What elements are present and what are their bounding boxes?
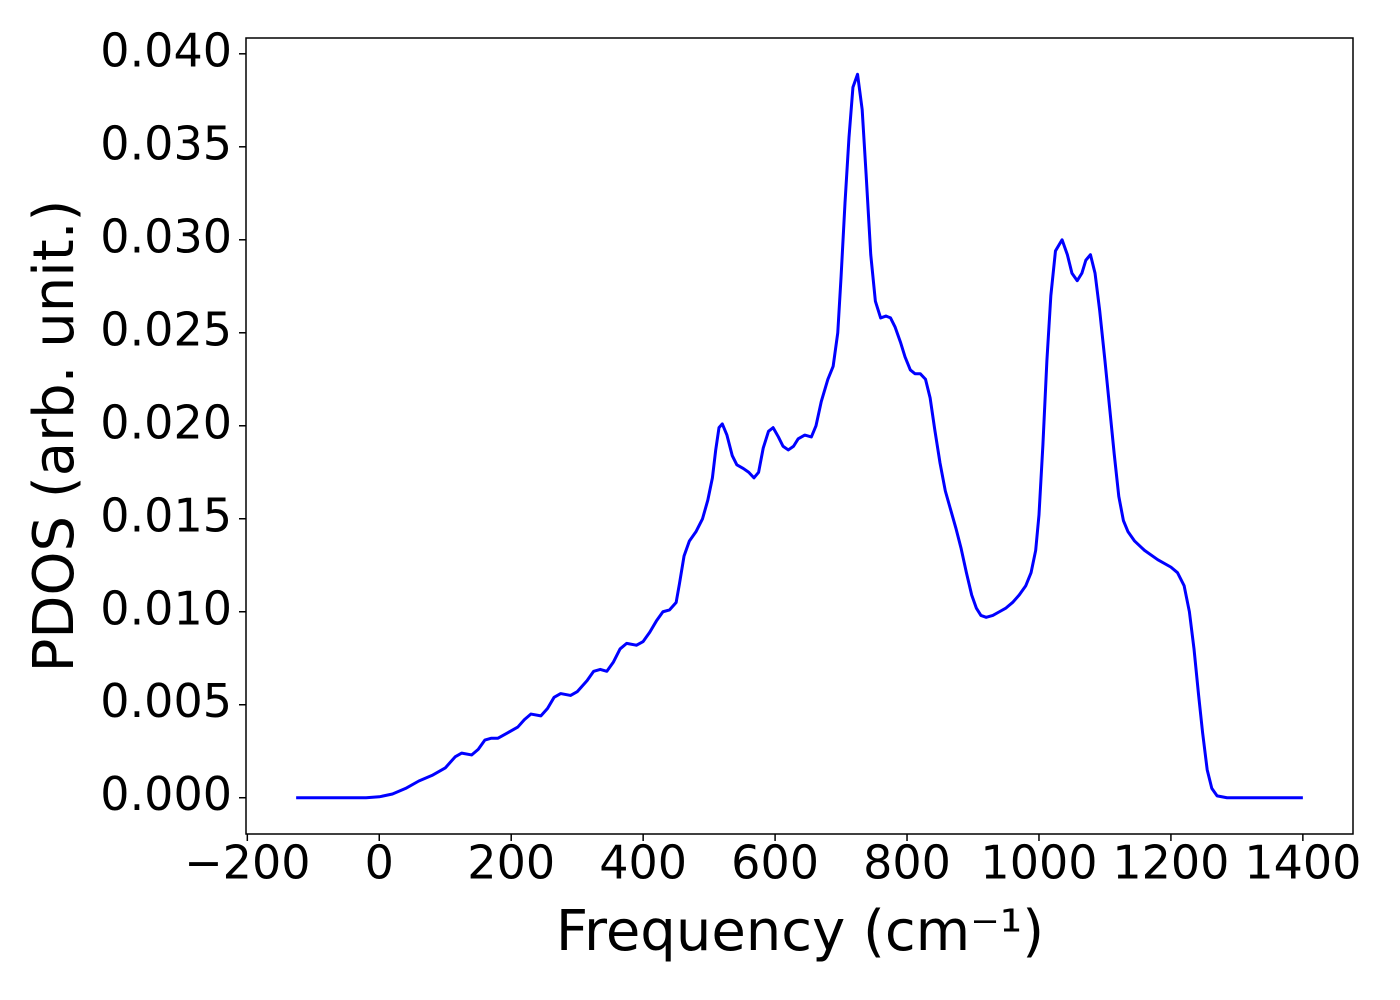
y-tick-label: 0.040 [100,23,232,77]
x-tick-label: 400 [599,836,687,890]
x-tick-label: −200 [184,836,310,890]
y-tick-label: 0.000 [100,767,232,821]
y-tick-label: 0.030 [100,209,232,263]
x-tick-label: 1200 [1112,836,1229,890]
y-tick-label: 0.020 [100,395,232,449]
y-tick-label: 0.035 [100,116,232,170]
x-tick-label: 800 [863,836,951,890]
x-tick-label: 200 [467,836,555,890]
x-tick-label: 0 [365,836,394,890]
x-tick-label: 600 [731,836,819,890]
y-tick-label: 0.005 [100,674,232,728]
y-tick-label: 0.010 [100,581,232,635]
pdos-line [296,72,1303,800]
x-axis-label: Frequency (cm⁻¹) [556,899,1044,964]
x-tick-label: 1400 [1244,836,1361,890]
y-tick-label: 0.015 [100,488,232,542]
y-axis-label: PDOS (arb. unit.) [22,200,87,673]
y-tick-label: 0.025 [100,302,232,356]
x-tick-label: 1000 [980,836,1097,890]
plot-frame [245,37,1354,835]
